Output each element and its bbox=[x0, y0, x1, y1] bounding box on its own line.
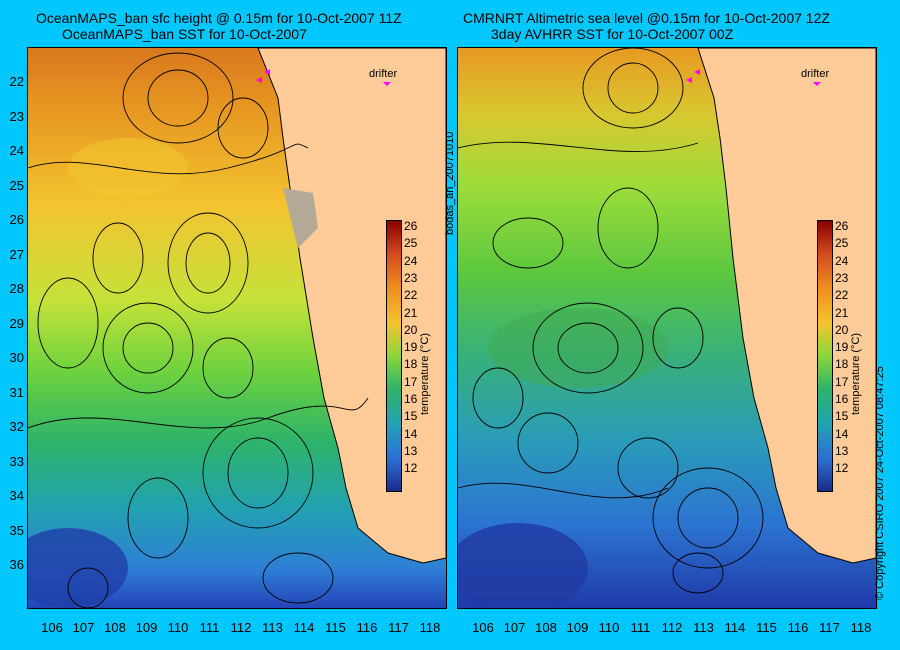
latitude-label: 24 bbox=[9, 143, 24, 158]
colorbar-tick: 25 bbox=[404, 236, 418, 251]
latitude-label: 32 bbox=[9, 419, 24, 434]
run-id-text: bodas_an_20071010 bbox=[444, 131, 456, 235]
colorbar-tick: 25 bbox=[835, 236, 849, 251]
latitude-label: 26 bbox=[9, 212, 24, 227]
longitude-label: 117 bbox=[388, 620, 409, 635]
latitude-label: 25 bbox=[9, 177, 24, 193]
colorbar-tick: 20 bbox=[404, 322, 418, 337]
longitude-label: 114 bbox=[724, 620, 746, 635]
colorbar-tick: 18 bbox=[835, 357, 849, 372]
longitude-label: 109 bbox=[135, 620, 158, 635]
colorbar-tick: 22 bbox=[404, 288, 418, 303]
right-colorbar bbox=[817, 220, 833, 492]
colorbar-tick: 20 bbox=[835, 322, 849, 337]
colorbar-tick: 24 bbox=[835, 253, 849, 268]
colorbar-tick: 15 bbox=[404, 409, 418, 424]
latitude-label: 35 bbox=[9, 522, 24, 538]
latitude-label: 33 bbox=[9, 453, 24, 469]
latitude-label: 34 bbox=[9, 488, 24, 503]
colorbar-tick: 13 bbox=[404, 443, 418, 458]
right-title-line1: CMRNRT Altimetric sea level @0.15m for 1… bbox=[463, 10, 830, 26]
longitude-label: 108 bbox=[104, 620, 126, 635]
colorbar-tick: 14 bbox=[835, 426, 849, 441]
colorbar-tick: 26 bbox=[404, 219, 418, 233]
colorbar-tick: 16 bbox=[404, 392, 418, 406]
colorbar-tick: 23 bbox=[404, 270, 418, 285]
longitude-label: 107 bbox=[72, 620, 95, 635]
colorbar-tick: 19 bbox=[835, 340, 849, 355]
longitude-label: 116 bbox=[787, 620, 809, 635]
right-map-panel bbox=[457, 47, 877, 609]
longitude-label: 109 bbox=[566, 620, 589, 635]
right-drifter-markers bbox=[686, 69, 821, 86]
left-map-panel bbox=[27, 47, 447, 609]
longitude-label: 110 bbox=[167, 620, 189, 635]
latitude-label: 27 bbox=[9, 246, 24, 262]
left-cold-patch bbox=[28, 528, 128, 608]
right-contours bbox=[458, 48, 764, 594]
colorbar-tick: 23 bbox=[835, 270, 849, 285]
longitude-label: 113 bbox=[693, 620, 714, 635]
left-colorbar-title: temperature (°C) bbox=[419, 332, 431, 415]
colorbar-tick: 12 bbox=[404, 461, 418, 476]
longitude-label: 116 bbox=[356, 620, 378, 635]
longitude-label: 107 bbox=[503, 620, 526, 635]
colorbar-tick: 13 bbox=[835, 443, 849, 458]
latitude-label: 23 bbox=[9, 108, 24, 124]
left-contours bbox=[28, 52, 369, 608]
left-drifter-label: drifter bbox=[369, 68, 398, 80]
left-warm-patch bbox=[68, 138, 188, 198]
longitude-label: 115 bbox=[756, 620, 777, 635]
colorbar-tick: 15 bbox=[835, 409, 849, 424]
longitude-label: 111 bbox=[630, 620, 651, 635]
left-bay bbox=[283, 188, 318, 248]
right-map-svg bbox=[458, 48, 876, 608]
colorbar-tick: 26 bbox=[835, 219, 849, 233]
colorbar-tick: 17 bbox=[404, 374, 418, 389]
colorbar-tick: 17 bbox=[835, 374, 849, 389]
longitude-label: 112 bbox=[230, 620, 252, 635]
colorbar-tick: 14 bbox=[404, 426, 418, 441]
latitude-label: 31 bbox=[9, 384, 24, 400]
longitude-label: 111 bbox=[199, 620, 220, 635]
right-title-line2: 3day AVHRR SST for 10-Oct-2007 00Z bbox=[491, 26, 734, 42]
left-drifter-markers bbox=[256, 69, 391, 86]
left-title-line1: OceanMAPS_ban sfc height @ 0.15m for 10-… bbox=[36, 10, 402, 26]
colorbar-tick: 16 bbox=[835, 392, 849, 406]
colorbar-tick: 21 bbox=[404, 305, 418, 320]
left-title-line2: OceanMAPS_ban SST for 10-Oct-2007 bbox=[62, 26, 307, 42]
longitude-label: 114 bbox=[293, 620, 315, 635]
longitude-label: 106 bbox=[41, 620, 63, 635]
longitude-label: 108 bbox=[535, 620, 557, 635]
longitude-label: 117 bbox=[819, 620, 840, 635]
colorbar-tick: 18 bbox=[404, 357, 418, 372]
longitude-label: 106 bbox=[472, 620, 494, 635]
latitude-label: 22 bbox=[9, 74, 24, 89]
colorbar-tick: 12 bbox=[835, 461, 849, 476]
right-colorbar-title: temperature (°C) bbox=[850, 332, 862, 415]
longitude-label: 110 bbox=[598, 620, 620, 635]
longitude-label: 115 bbox=[325, 620, 346, 635]
longitude-label: 118 bbox=[419, 620, 441, 635]
colorbar-tick: 19 bbox=[404, 340, 418, 355]
left-colorbar bbox=[386, 220, 402, 492]
right-green-patch bbox=[488, 308, 668, 388]
latitude-label: 30 bbox=[9, 350, 24, 365]
latitude-label: 36 bbox=[9, 557, 24, 572]
right-drifter-label: drifter bbox=[801, 68, 830, 80]
latitude-label: 28 bbox=[9, 281, 24, 296]
right-cold-patch bbox=[458, 523, 588, 608]
copyright-text: © Copyright CSIRO 2007 24-Oct-2007 08:47… bbox=[874, 366, 886, 600]
longitude-label: 112 bbox=[661, 620, 683, 635]
left-map-svg bbox=[28, 48, 446, 608]
colorbar-tick: 22 bbox=[835, 288, 849, 303]
longitude-label: 113 bbox=[262, 620, 283, 635]
colorbar-tick: 21 bbox=[835, 305, 849, 320]
latitude-label: 29 bbox=[9, 315, 24, 331]
longitude-label: 118 bbox=[850, 620, 872, 635]
colorbar-tick: 24 bbox=[404, 253, 418, 268]
